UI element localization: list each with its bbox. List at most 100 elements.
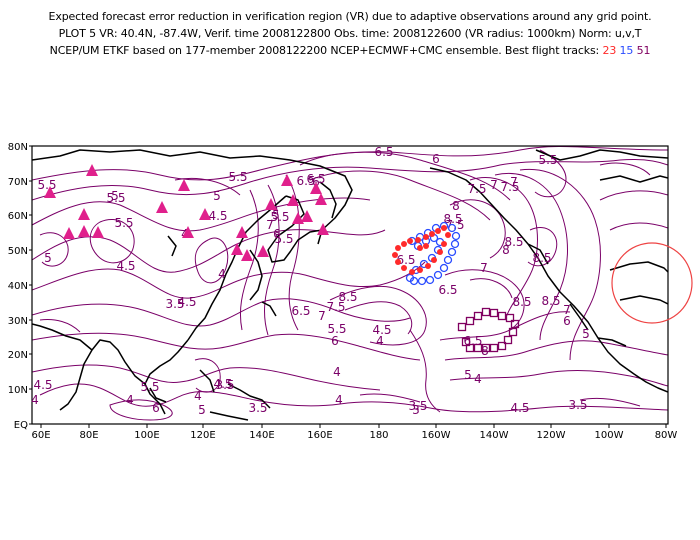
contour-value-label: 7 bbox=[480, 261, 488, 275]
contour-value-label: 4.5 bbox=[33, 378, 52, 392]
contour-value-label: 4.5 bbox=[177, 295, 196, 309]
contour-value-label: 6.5 bbox=[291, 304, 310, 318]
verification-region-circle bbox=[611, 242, 693, 324]
contour-value-label: 4.5 bbox=[372, 323, 391, 337]
contour-value-label: 8.5 bbox=[338, 290, 357, 304]
contour-value-label: 3.5 bbox=[215, 378, 234, 392]
track-51-point bbox=[465, 316, 475, 326]
track-23-point bbox=[429, 231, 435, 237]
map-title-line-1: Expected forecast error reduction in ver… bbox=[48, 10, 652, 23]
track-51-point bbox=[508, 327, 518, 337]
station-triangle bbox=[199, 208, 211, 220]
contour-value-label: 7.5 bbox=[326, 300, 345, 314]
track-23-point bbox=[409, 269, 415, 275]
contour-value-label: 8.5 bbox=[532, 251, 551, 265]
contour-value-label: 7 bbox=[266, 218, 274, 232]
contour-value-label: 6 bbox=[152, 401, 160, 415]
contour-value-label: 5 bbox=[111, 189, 119, 203]
station-triangle bbox=[315, 193, 327, 205]
y-tick-label: 60N bbox=[8, 211, 28, 222]
station-triangle bbox=[241, 249, 253, 261]
track-51-point bbox=[481, 343, 491, 353]
track-51-point bbox=[510, 319, 520, 329]
station-triangle bbox=[287, 194, 299, 206]
contour-value-label: 5.5 bbox=[37, 178, 56, 192]
track-15-point bbox=[439, 263, 449, 273]
contour-value-label: 8 bbox=[452, 199, 460, 213]
track-51-point bbox=[461, 337, 471, 347]
contour-value-label: 7 bbox=[563, 303, 571, 317]
contour-value-label: 4 bbox=[31, 393, 39, 407]
contour-value-label: 3.5 bbox=[165, 297, 184, 311]
track-23-point bbox=[445, 232, 451, 238]
x-tick-label: 140W bbox=[480, 430, 509, 441]
track-15-point bbox=[405, 273, 415, 283]
contour-value-label: 7 bbox=[510, 175, 518, 189]
track-23-point bbox=[431, 257, 437, 263]
track-51-point bbox=[497, 311, 507, 321]
track-23-point bbox=[417, 245, 423, 251]
track-15-point bbox=[451, 231, 461, 241]
track-51-point bbox=[489, 343, 499, 353]
contour-value-label: 4 bbox=[218, 267, 226, 281]
contour-value-label: 6 bbox=[331, 334, 339, 348]
track-23-point bbox=[401, 265, 407, 271]
track-15-point bbox=[433, 270, 443, 280]
track-23-point bbox=[441, 241, 447, 247]
x-tick-label: 120E bbox=[190, 430, 215, 441]
track-23-point bbox=[435, 228, 441, 234]
contour-value-label: 5.5 bbox=[114, 216, 133, 230]
track-23-point bbox=[423, 243, 429, 249]
contour-value-label: 5 bbox=[198, 403, 206, 417]
station-triangle bbox=[231, 243, 243, 255]
contour-value-label: 6 bbox=[563, 314, 571, 328]
contour-value-label: 5 bbox=[272, 208, 280, 222]
contour-value-label: 4 bbox=[474, 372, 482, 386]
contour-value-label: 6.5 bbox=[438, 283, 457, 297]
contour-value-label: 8.5 bbox=[504, 235, 523, 249]
contour-label-layer: 6.565.55.577.586.55.554.5454.55.555.5765… bbox=[31, 145, 590, 417]
station-triangle bbox=[281, 174, 293, 186]
station-triangle bbox=[63, 227, 75, 239]
contour-value-label: 6.5 bbox=[374, 145, 393, 159]
station-triangle bbox=[44, 186, 56, 198]
x-tick-label: 60E bbox=[31, 430, 50, 441]
contour-value-label: 7.5 bbox=[467, 182, 486, 196]
y-tick-label: EQ bbox=[14, 420, 28, 431]
observation-station-layer bbox=[44, 164, 329, 261]
contour-value-label: 5 bbox=[582, 327, 590, 341]
map-frame bbox=[31, 145, 669, 425]
x-tick-label: 80W bbox=[655, 430, 678, 441]
contour-value-label: 6.5 bbox=[296, 174, 315, 188]
station-triangle bbox=[178, 179, 190, 191]
contour-value-label: 7.5 bbox=[445, 218, 464, 232]
track-23-point bbox=[395, 245, 401, 251]
y-tick-label: 80N bbox=[8, 142, 28, 153]
x-tick-label: 100W bbox=[595, 430, 624, 441]
contour-value-label: 5.5 bbox=[228, 170, 247, 184]
track-15-point bbox=[447, 247, 457, 257]
track-15-point bbox=[443, 255, 453, 265]
x-tick-label: 160W bbox=[422, 430, 451, 441]
contour-value-label: 5.5 bbox=[274, 232, 293, 246]
contour-value-label: 3 bbox=[412, 403, 420, 417]
station-triangle bbox=[156, 201, 168, 213]
track-23-point bbox=[437, 249, 443, 255]
contour-value-label: 8.5 bbox=[512, 295, 531, 309]
contour-value-label: 3.5 bbox=[248, 401, 267, 415]
map-title-line-2: PLOT 5 VR: 40.4N, -87.4W, Verif. time 20… bbox=[58, 27, 642, 40]
track-51-point bbox=[473, 343, 483, 353]
station-triangle bbox=[257, 245, 269, 257]
track-23-point bbox=[423, 234, 429, 240]
track-23-point bbox=[415, 237, 421, 243]
x-tick-label: 140E bbox=[249, 430, 274, 441]
contour-value-label: 4.5 bbox=[213, 377, 232, 391]
contour-value-label: 3.5 bbox=[408, 399, 427, 413]
track-23-point bbox=[392, 252, 398, 258]
contour-value-label: 4 bbox=[333, 365, 341, 379]
x-tick-label: 80E bbox=[79, 430, 98, 441]
track-23-point bbox=[395, 259, 401, 265]
track-51-point bbox=[505, 313, 515, 323]
contour-value-label: 6.5 bbox=[306, 172, 325, 186]
y-tick-label: 20N bbox=[8, 350, 28, 361]
